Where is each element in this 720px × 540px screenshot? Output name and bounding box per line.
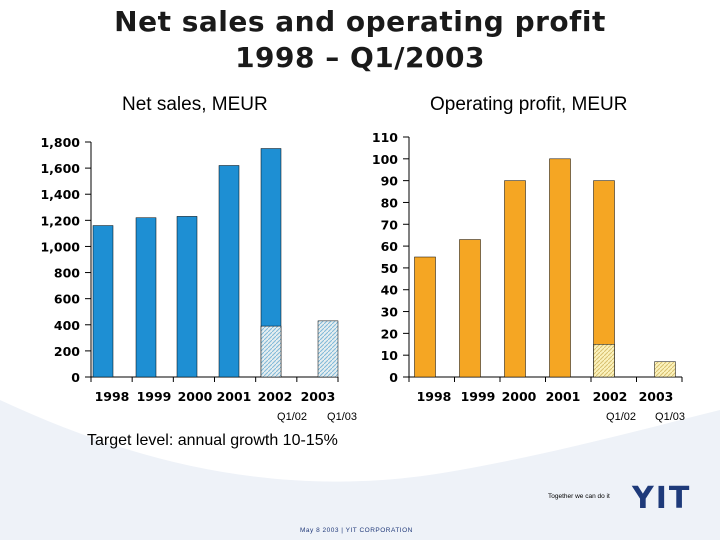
net-sales-y-tick-label: 1,800 <box>40 135 80 150</box>
operating-profit-x-tick-label: 2000 <box>502 389 537 404</box>
operating-profit-y-tick-label: 110 <box>372 130 398 145</box>
title-line-1: Net sales and operating profit <box>114 5 606 38</box>
operating-profit-y-tick-label: 0 <box>389 370 398 385</box>
net-sales-bar-2000 <box>176 216 198 378</box>
tagline: Together we can do it <box>548 493 610 500</box>
operating-profit-bar-1998 <box>414 256 436 378</box>
operating-profit-y-tick-label: 70 <box>381 217 399 232</box>
net-sales-q1-bar-2003 <box>317 320 339 378</box>
operating-profit-heading: Operating profit, MEUR <box>430 94 628 115</box>
net-sales-bar-1998 <box>92 225 114 378</box>
operating-profit-bar-1999 <box>459 239 481 378</box>
operating-profit-sub-label: Q1/03 <box>655 411 685 423</box>
title-line-2: 1998 – Q1/2003 <box>235 41 485 74</box>
operating-profit-y-tick-label: 30 <box>381 305 399 320</box>
operating-profit-y-tick-label: 20 <box>381 326 399 341</box>
operating-profit-y-tick-label: 80 <box>381 195 399 210</box>
net-sales-sub-label: Q1/03 <box>327 411 357 423</box>
net-sales-x-tick-label: 2003 <box>301 389 336 404</box>
footer-date-company: May 8 2003 | YIT CORPORATION <box>300 527 413 534</box>
net-sales-y-tick-label: 800 <box>54 266 80 281</box>
operating-profit-sub-label: Q1/02 <box>606 411 636 423</box>
net-sales-x-tick-label: 2001 <box>217 389 252 404</box>
net-sales-x-tick-label: 2000 <box>178 389 213 404</box>
operating-profit-bar-2001 <box>549 158 571 378</box>
net-sales-x-tick-label: 1999 <box>137 389 172 404</box>
net-sales-x-tick-label: 1998 <box>95 389 130 404</box>
net-sales-sub-label: Q1/02 <box>277 411 307 423</box>
net-sales-heading: Net sales, MEUR <box>122 94 268 115</box>
net-sales-bar-2001 <box>218 165 240 378</box>
operating-profit-y-tick-label: 10 <box>381 348 399 363</box>
operating-profit-y-tick-label: 60 <box>381 239 399 254</box>
net-sales-y-tick-label: 1,000 <box>40 239 80 254</box>
net-sales-q1-bar-2002 <box>260 325 282 378</box>
operating-profit-y-tick-label: 50 <box>381 261 399 276</box>
target-text: Target level: annual growth 10-15% <box>87 432 338 449</box>
net-sales-bar-1999 <box>135 217 157 378</box>
operating-profit-x-tick-label: 2002 <box>593 389 628 404</box>
operating-profit-x-tick-label: 2001 <box>546 389 581 404</box>
operating-profit-x-tick-label: 2003 <box>639 389 674 404</box>
operating-profit-q1-bar-2003 <box>654 361 676 378</box>
net-sales-y-tick-label: 200 <box>54 344 80 359</box>
operating-profit-bar-2000 <box>504 180 526 378</box>
net-sales-y-tick-label: 1,400 <box>40 187 80 202</box>
net-sales-x-tick-label: 2002 <box>258 389 293 404</box>
net-sales-y-tick-label: 0 <box>71 370 80 385</box>
operating-profit-y-tick-label: 90 <box>381 174 399 189</box>
slide-title: Net sales and operating profit 1998 – Q1… <box>0 4 720 76</box>
yit-logo: YIT <box>632 481 692 516</box>
net-sales-y-tick-label: 1,200 <box>40 213 80 228</box>
operating-profit-x-tick-label: 1998 <box>417 389 452 404</box>
operating-profit-q1-bar-2002 <box>593 344 615 378</box>
net-sales-y-tick-label: 600 <box>54 292 80 307</box>
operating-profit-x-tick-label: 1999 <box>461 389 496 404</box>
operating-profit-y-tick-label: 100 <box>372 152 398 167</box>
net-sales-y-tick-label: 400 <box>54 318 80 333</box>
operating-profit-y-tick-label: 40 <box>381 283 399 298</box>
net-sales-y-tick-label: 1,600 <box>40 161 80 176</box>
